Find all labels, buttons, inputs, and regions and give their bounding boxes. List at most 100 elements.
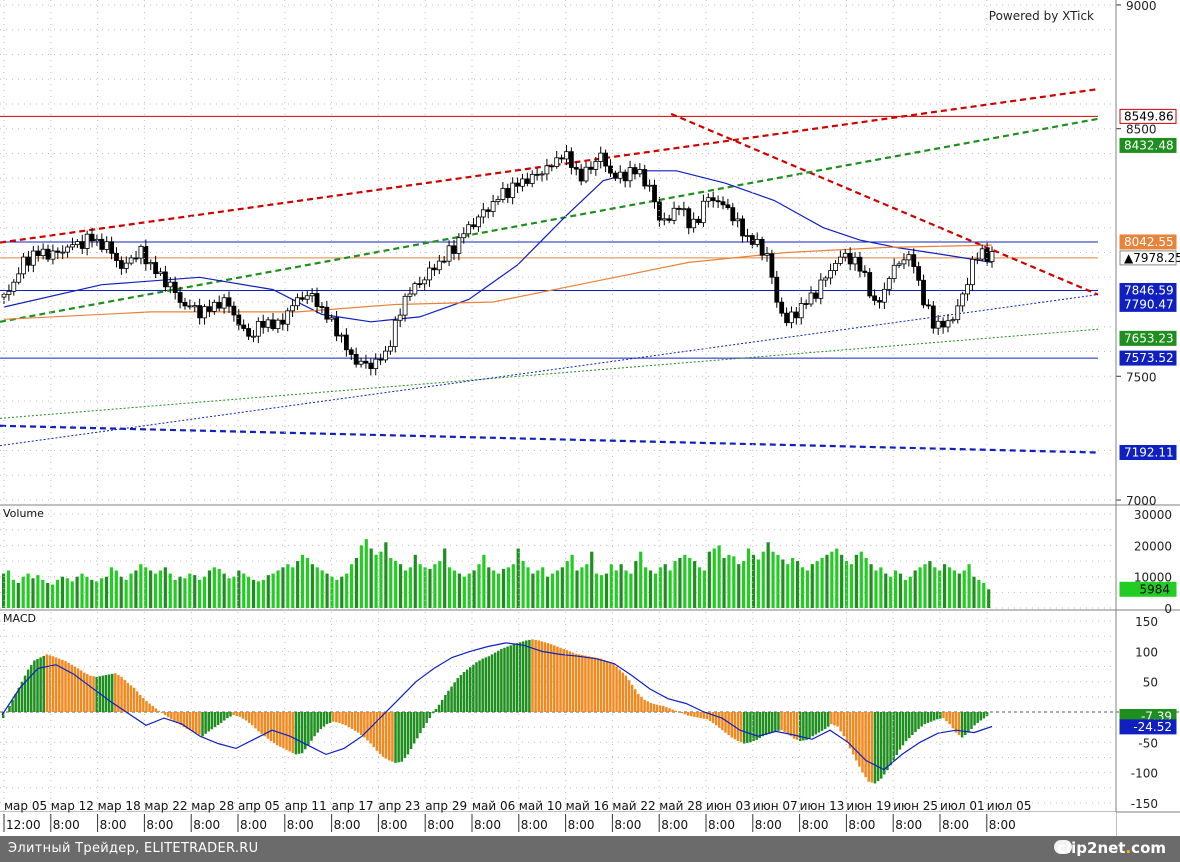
macd-bar [833,712,836,726]
macd-bar [577,654,581,712]
macd-bar [914,712,917,732]
time-label: 8:00 [661,818,688,832]
candle-body [26,256,31,266]
candle-body [461,233,467,239]
volume-bar [629,573,633,608]
volume-bar [168,573,172,608]
volume-pane: 30000 20000 10000 0 5984 [0,508,1180,616]
macd-bar [48,655,52,712]
macd-bar [683,712,687,715]
macd-bar [204,712,207,734]
volume-bar [913,570,917,608]
macd-bar [235,712,239,716]
macd-bar [151,705,154,712]
moving-average-line [3,170,993,323]
macd-bar [805,712,808,740]
macd-bar [294,712,298,755]
macd-bar [17,687,21,712]
candle-body [339,334,344,337]
candle-body [886,278,892,290]
volume-bar [820,557,824,608]
date-label: мар 28 [191,799,234,813]
volume-bar [942,564,947,608]
candle-body [573,167,579,170]
volume-bar [977,579,981,608]
price-pane: 9000 8500 7500 7000 [0,0,1180,508]
volume-bar [712,548,716,608]
macd-bar [624,675,628,712]
macd-bar [512,644,516,712]
candle-body [896,263,902,266]
candle-body [471,224,476,228]
volume-bar [952,570,956,608]
macd-bar [574,653,578,712]
candle-body [319,306,325,308]
macd-bar [64,661,67,712]
macd-bar [279,712,282,747]
volume-bar [212,567,216,608]
volume-bar [791,557,795,608]
volume-bar [746,548,751,608]
macd-bar [176,712,179,723]
volume-bar [443,548,447,608]
macd-bar [36,658,39,712]
candle-body [564,151,569,160]
candle-body [715,200,721,203]
volume-bar [688,557,692,608]
candle-body [89,233,95,242]
macd-bar [571,652,575,712]
macd-bar [901,712,905,746]
volume-bar [918,567,922,608]
date-label: апр 17 [332,799,374,813]
volume-bar [580,567,584,608]
macd-bar [774,712,777,732]
price-tag-label: 7790.47 [1124,297,1174,311]
macd-bar [954,712,958,733]
macd-bar [416,712,419,739]
macd-bar [58,658,61,712]
chart-canvas: 9000 8500 7500 7000 30000 20000 10000 0 5984 15… [0,0,1180,836]
macd-bar [646,701,649,712]
candle-body [686,208,692,229]
price-tag-label: 8549.86 [1124,109,1174,123]
macd-bar [338,712,341,723]
candle-body [984,248,990,262]
candle-body [456,237,462,254]
volume-bar [158,570,163,608]
candle-body [65,246,70,253]
candle-body [114,252,119,261]
macd-bar [920,712,923,727]
volume-bar [521,561,525,608]
volume-bar [153,573,158,608]
candle-body [50,250,56,260]
volume-bar [345,573,349,608]
candle-body [60,251,66,254]
macd-bar [867,712,870,782]
candle-body [383,350,388,361]
candle-body [720,201,726,206]
macd-bar [531,639,534,712]
volume-bar [795,561,800,608]
macd-bar [540,641,544,712]
volume-bar [555,570,560,608]
macd-bar [126,682,130,712]
volume-bar [384,542,388,608]
candle-body [295,297,300,307]
macd-bar [848,712,852,749]
macd-bar [982,712,986,719]
macd-bar [114,673,117,712]
macd-bar [559,647,562,712]
candle-body [676,207,682,210]
macd-tag-label: -24.52 [1133,720,1172,734]
price-tag-box [1119,250,1177,266]
brand-dot: . [1125,839,1132,857]
candle-body [930,305,936,329]
macd-bar [269,712,273,742]
volume-bar [776,554,780,608]
macd-bar [814,712,818,735]
macd-bar [266,712,270,739]
macd-bar [459,675,463,712]
macd-bar [419,712,422,734]
date-label: мар 05 [4,799,47,813]
